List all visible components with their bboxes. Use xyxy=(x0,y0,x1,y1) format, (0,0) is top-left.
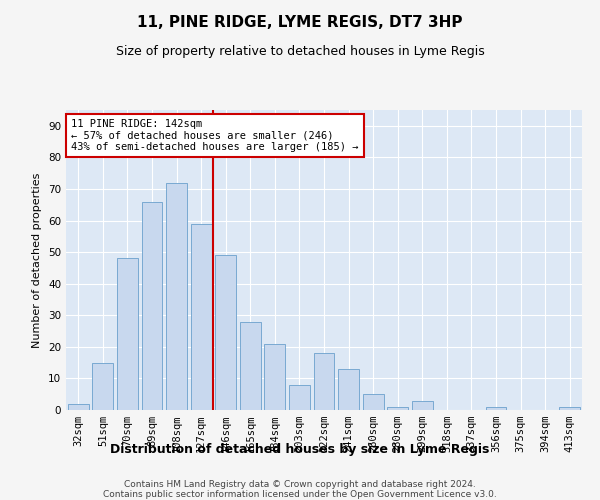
Bar xyxy=(485,407,506,410)
Bar xyxy=(412,400,433,410)
Text: Distribution of detached houses by size in Lyme Regis: Distribution of detached houses by size … xyxy=(110,442,490,456)
Text: 11 PINE RIDGE: 142sqm
← 57% of detached houses are smaller (246)
43% of semi-det: 11 PINE RIDGE: 142sqm ← 57% of detached … xyxy=(71,119,359,152)
Bar xyxy=(240,322,261,410)
Bar xyxy=(387,407,408,410)
Bar xyxy=(142,202,163,410)
Bar xyxy=(314,353,334,410)
Bar xyxy=(166,182,187,410)
Bar xyxy=(338,369,359,410)
Bar xyxy=(362,394,383,410)
Bar xyxy=(191,224,212,410)
Bar xyxy=(559,407,580,410)
Text: Size of property relative to detached houses in Lyme Regis: Size of property relative to detached ho… xyxy=(116,45,484,58)
Bar xyxy=(215,256,236,410)
Bar xyxy=(117,258,138,410)
Text: Contains HM Land Registry data © Crown copyright and database right 2024.: Contains HM Land Registry data © Crown c… xyxy=(124,480,476,489)
Bar xyxy=(68,404,89,410)
Text: 11, PINE RIDGE, LYME REGIS, DT7 3HP: 11, PINE RIDGE, LYME REGIS, DT7 3HP xyxy=(137,15,463,30)
Y-axis label: Number of detached properties: Number of detached properties xyxy=(32,172,43,348)
Bar xyxy=(92,362,113,410)
Bar xyxy=(265,344,286,410)
Bar xyxy=(289,384,310,410)
Text: Contains public sector information licensed under the Open Government Licence v3: Contains public sector information licen… xyxy=(103,490,497,499)
